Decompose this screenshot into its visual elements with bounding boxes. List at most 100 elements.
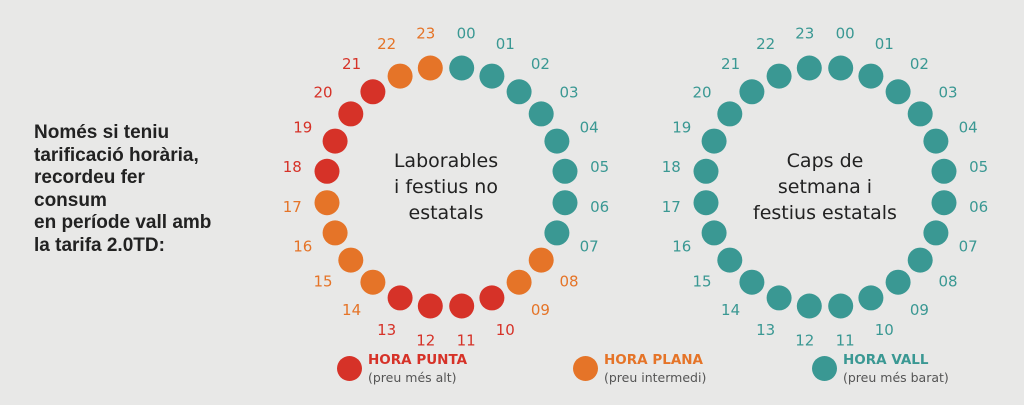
hour-dot-09 [885, 269, 911, 295]
hour-label-08: 08 [938, 272, 957, 290]
hour-dot-11 [828, 293, 854, 319]
hour-label-09: 09 [531, 301, 550, 319]
hour-label-21: 21 [721, 55, 740, 73]
hour-dot-02 [506, 79, 532, 105]
legend-plana-note: (preu intermedi) [604, 370, 707, 385]
hour-label-06: 06 [590, 198, 609, 216]
hour-dot-04 [923, 128, 949, 154]
hour-label-18: 18 [283, 158, 302, 176]
hour-dot-19 [322, 128, 348, 154]
hour-label-13: 13 [756, 321, 775, 339]
hour-dot-09 [506, 269, 532, 295]
hour-label-15: 15 [313, 272, 332, 290]
hour-dot-08 [907, 247, 933, 273]
hour-dot-22 [766, 63, 792, 89]
hour-label-16: 16 [672, 237, 691, 255]
hour-dot-13 [387, 285, 413, 311]
hour-dot-21 [739, 79, 765, 105]
hour-dot-20 [717, 101, 743, 127]
hour-dot-19 [701, 128, 727, 154]
hour-label-02: 02 [910, 55, 929, 73]
clock-1-title-line: Laborables [394, 150, 498, 172]
legend-plana-dot [573, 356, 598, 381]
hour-label-10: 10 [875, 321, 894, 339]
hour-dot-12 [417, 293, 443, 319]
hour-dot-14 [739, 269, 765, 295]
hour-dot-14 [360, 269, 386, 295]
hour-label-23: 23 [795, 24, 814, 42]
hour-dot-02 [885, 79, 911, 105]
hour-label-08: 08 [559, 272, 578, 290]
hour-dot-01 [479, 63, 505, 89]
legend-punta-note: (preu més alt) [368, 370, 457, 385]
hour-dot-00 [449, 55, 475, 81]
hour-label-20: 20 [692, 84, 711, 102]
legend-vall-label: HORA VALL [843, 352, 929, 368]
hour-label-03: 03 [938, 84, 957, 102]
hour-dot-07 [923, 220, 949, 246]
hour-label-07: 07 [580, 237, 599, 255]
hour-label-13: 13 [377, 321, 396, 339]
legend-vall-note: (preu més barat) [843, 370, 949, 385]
hour-dot-23 [796, 55, 822, 81]
hour-dot-15 [717, 247, 743, 273]
hour-label-17: 17 [283, 198, 302, 216]
hour-label-16: 16 [293, 237, 312, 255]
hour-label-10: 10 [496, 321, 515, 339]
hour-dot-11 [449, 293, 475, 319]
hour-label-23: 23 [416, 24, 435, 42]
hour-label-15: 15 [692, 272, 711, 290]
hour-label-19: 19 [672, 119, 691, 137]
hour-label-11: 11 [457, 332, 476, 350]
hour-dot-06 [931, 190, 957, 216]
hour-dot-10 [479, 285, 505, 311]
hour-label-01: 01 [875, 35, 894, 53]
hour-dot-08 [528, 247, 554, 273]
legend-vall-dot [812, 356, 837, 381]
hour-label-18: 18 [662, 158, 681, 176]
hour-label-02: 02 [531, 55, 550, 73]
hour-dot-21 [360, 79, 386, 105]
hour-label-07: 07 [959, 237, 978, 255]
hour-label-05: 05 [969, 158, 988, 176]
clock-1-title-line: i festius no [394, 176, 498, 198]
hour-label-21: 21 [342, 55, 361, 73]
hour-dot-17 [693, 190, 719, 216]
hour-dot-03 [528, 101, 554, 127]
hour-dot-18 [314, 158, 340, 184]
hour-label-00: 00 [836, 24, 855, 42]
hour-dot-10 [858, 285, 884, 311]
clock-1-title-line: estatals [409, 202, 484, 224]
hour-label-05: 05 [590, 158, 609, 176]
hour-dot-05 [931, 158, 957, 184]
hour-label-04: 04 [959, 119, 978, 137]
hour-dot-05 [552, 158, 578, 184]
legend-punta-dot [337, 356, 362, 381]
intro-text: Només si teniu tarificació horària, reco… [34, 122, 212, 256]
hour-label-14: 14 [721, 301, 740, 319]
hour-label-20: 20 [313, 84, 332, 102]
hour-label-19: 19 [293, 119, 312, 137]
hour-label-22: 22 [377, 35, 396, 53]
legend-plana-label: HORA PLANA [604, 352, 704, 368]
hour-label-12: 12 [416, 332, 435, 350]
hour-label-06: 06 [969, 198, 988, 216]
hour-label-22: 22 [756, 35, 775, 53]
hour-dot-17 [314, 190, 340, 216]
hour-dot-23 [417, 55, 443, 81]
hour-label-17: 17 [662, 198, 681, 216]
hour-label-11: 11 [836, 332, 855, 350]
hour-label-12: 12 [795, 332, 814, 350]
hour-label-03: 03 [559, 84, 578, 102]
legend-punta-label: HORA PUNTA [368, 352, 468, 368]
hour-label-04: 04 [580, 119, 599, 137]
hour-dot-15 [338, 247, 364, 273]
hour-dot-22 [387, 63, 413, 89]
clock-2-title-line: setmana i [778, 176, 872, 198]
hour-dot-00 [828, 55, 854, 81]
clock-2-title-line: Caps de [787, 150, 864, 172]
hour-label-00: 00 [457, 24, 476, 42]
hour-dot-06 [552, 190, 578, 216]
